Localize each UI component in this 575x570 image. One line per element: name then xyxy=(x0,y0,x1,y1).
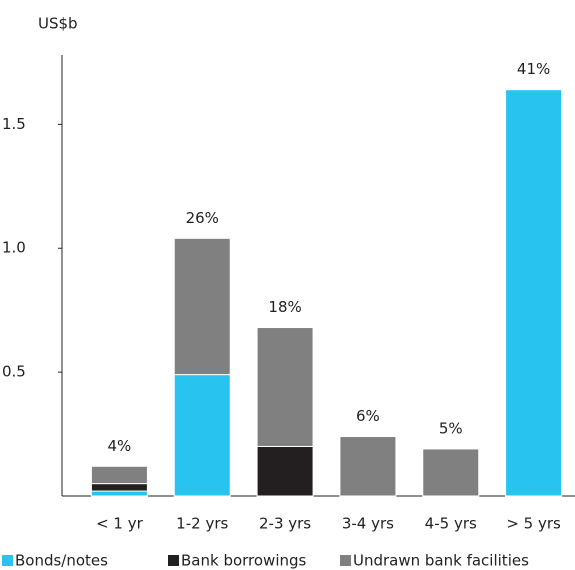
y-tick-label: 0.5 xyxy=(2,363,26,381)
bar-segment xyxy=(90,490,148,497)
y-axis-label: US$b xyxy=(38,15,78,33)
bar-annotation: 4% xyxy=(108,437,132,455)
legend-label: Bonds/notes xyxy=(15,552,108,570)
legend-swatch xyxy=(2,555,13,566)
x-tick-label: > 5 yrs xyxy=(506,515,561,533)
bar-segment xyxy=(422,448,480,497)
y-tick-label: 1.5 xyxy=(2,115,26,133)
x-tick-label: 3-4 yrs xyxy=(342,515,394,533)
bar-segment xyxy=(173,374,231,497)
legend-swatch xyxy=(168,555,179,566)
bar-segment xyxy=(256,445,314,497)
bar-segment xyxy=(505,89,563,497)
bar-annotation: 6% xyxy=(356,407,380,425)
bar-segment xyxy=(339,436,397,497)
bar-annotation: 18% xyxy=(268,298,301,316)
bar-segment xyxy=(256,327,314,447)
bar-segment xyxy=(90,465,148,485)
x-tick-label: 4-5 yrs xyxy=(425,515,477,533)
bar-annotation: 26% xyxy=(186,209,219,227)
legend-label: Undrawn bank facilities xyxy=(353,552,529,570)
x-tick-label: < 1 yr xyxy=(96,515,144,533)
bar-segment xyxy=(173,237,231,376)
x-tick-label: 2-3 yrs xyxy=(259,515,311,533)
x-tick-label: 1-2 yrs xyxy=(176,515,228,533)
y-tick-label: 1.0 xyxy=(2,239,26,257)
bar-annotation: 41% xyxy=(517,60,550,78)
legend-swatch xyxy=(340,555,351,566)
bar-annotation: 5% xyxy=(439,419,463,437)
legend-label: Bank borrowings xyxy=(181,552,307,570)
bar-segment xyxy=(90,483,148,492)
